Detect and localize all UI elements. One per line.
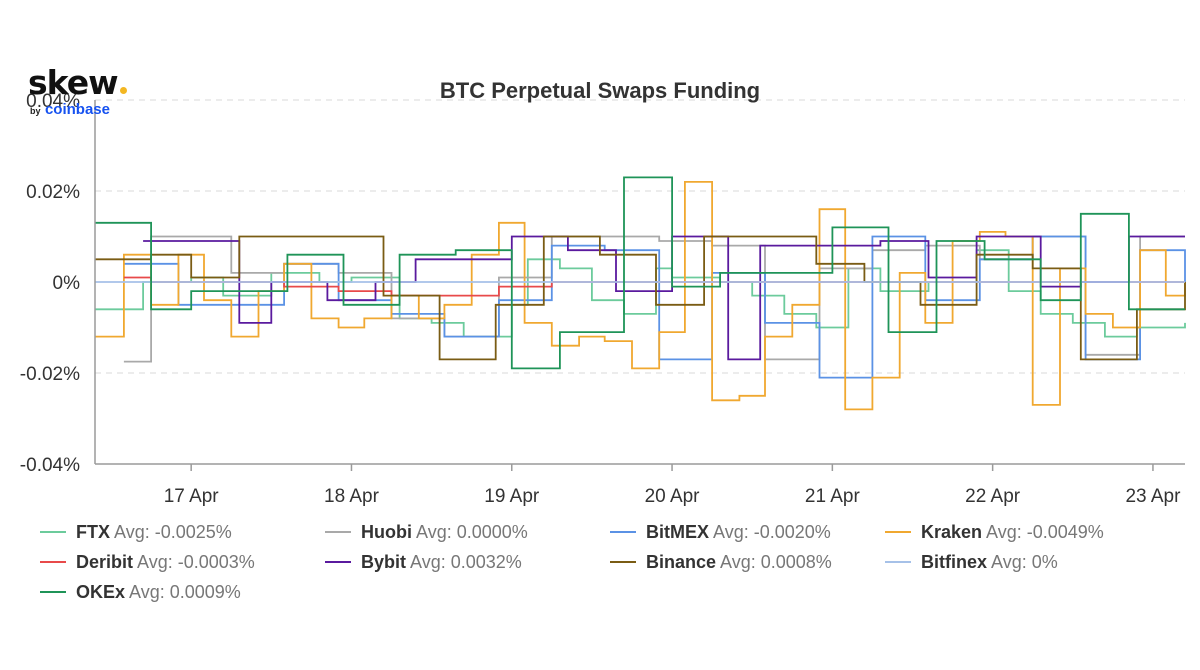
- legend-series-avg: Avg: 0%: [987, 552, 1058, 572]
- legend-swatch-icon: [885, 530, 911, 533]
- chart-title: BTC Perpetual Swaps Funding: [440, 78, 760, 103]
- legend-series-name: BitMEX: [646, 522, 709, 542]
- legend-series-avg: Avg: 0.0000%: [412, 522, 528, 542]
- logo-company: coinbase: [44, 101, 110, 118]
- legend-swatch-icon: [40, 590, 66, 593]
- logo-subline: by coinbase: [30, 102, 110, 118]
- series-line-kraken: [95, 181, 1186, 411]
- skew-logo: skew by coinbase: [28, 63, 127, 117]
- x-tick-label: 18 Apr: [324, 486, 380, 507]
- legend-item-ftx[interactable]: FTX Avg: -0.0025%: [40, 522, 232, 546]
- y-tick-label: -0.02%: [20, 364, 80, 385]
- legend-swatch-icon: [325, 560, 351, 563]
- x-tick-label: 20 Apr: [645, 486, 701, 507]
- legend-item-deribit[interactable]: Deribit Avg: -0.0003%: [40, 552, 255, 576]
- legend-series-avg: Avg: -0.0025%: [110, 522, 232, 542]
- legend-series-avg: Avg: -0.0049%: [982, 522, 1104, 542]
- legend-item-huobi[interactable]: Huobi Avg: 0.0000%: [325, 522, 528, 546]
- y-tick-label: 0%: [53, 273, 81, 294]
- legend-swatch-icon: [885, 560, 911, 563]
- legend-item-bitmex[interactable]: BitMEX Avg: -0.0020%: [610, 522, 831, 546]
- legend-swatch-icon: [325, 530, 351, 533]
- legend-series-name: FTX: [76, 522, 110, 542]
- x-tick-label: 23 Apr: [1125, 486, 1181, 507]
- logo-dot-icon: [119, 87, 127, 94]
- legend-series-avg: Avg: 0.0009%: [125, 582, 241, 602]
- legend-swatch-icon: [40, 530, 66, 533]
- legend-series-name: Bybit: [361, 552, 406, 572]
- x-tick-label: 19 Apr: [484, 486, 540, 507]
- legend-series-avg: Avg: 0.0032%: [406, 552, 522, 572]
- y-tick-label: 0.02%: [26, 182, 80, 203]
- logo-by-text: by: [30, 106, 41, 116]
- legend-series-name: Huobi: [361, 522, 412, 542]
- x-tick-label: 21 Apr: [805, 486, 861, 507]
- legend-series-name: Bitfinex: [921, 552, 988, 572]
- legend-item-bitfinex[interactable]: Bitfinex Avg: 0%: [885, 552, 1058, 576]
- series-line-bitmex: [123, 235, 1186, 379]
- x-tick-label: 22 Apr: [965, 486, 1021, 507]
- legend-series-avg: Avg: 0.0008%: [716, 552, 832, 572]
- legend-swatch-icon: [610, 530, 636, 533]
- legend-series-name: OKEx: [76, 582, 126, 602]
- series-line-binance: [95, 235, 1186, 361]
- series-line-deribit: [123, 276, 1185, 297]
- legend-swatch-icon: [610, 560, 636, 563]
- chart-plot-area: 0.04% 0.02% 0% -0.02% -0.04% 17 Apr 18 Apr 19 A…: [20, 78, 1186, 507]
- legend-series-avg: Avg: -0.0003%: [133, 552, 255, 572]
- legend-item-bybit[interactable]: Bybit Avg: 0.0032%: [325, 552, 522, 576]
- y-tick-label: -0.04%: [20, 455, 80, 476]
- legend-series-name: Kraken: [921, 522, 983, 542]
- legend-item-binance[interactable]: Binance Avg: 0.0008%: [610, 552, 832, 576]
- legend-item-okex[interactable]: OKEx Avg: 0.0009%: [40, 582, 241, 606]
- y-tick-label: 0.04%: [26, 91, 80, 112]
- x-tick-label: 17 Apr: [164, 486, 220, 507]
- legend-item-kraken[interactable]: Kraken Avg: -0.0049%: [885, 522, 1104, 546]
- legend-series-avg: Avg: -0.0020%: [709, 522, 831, 542]
- series-line-okex: [95, 176, 1185, 370]
- logo-wordmark: skew: [28, 63, 119, 102]
- legend-swatch-icon: [40, 560, 66, 563]
- legend-series-name: Binance: [646, 552, 717, 572]
- legend-series-name: Deribit: [76, 552, 134, 572]
